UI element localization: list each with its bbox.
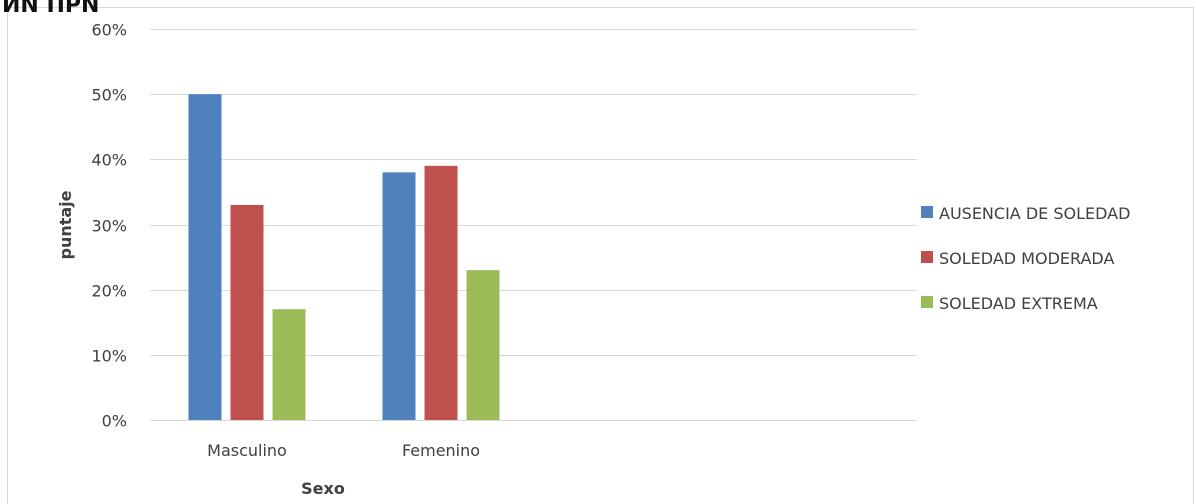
y-axis-title: puntaje <box>56 190 75 259</box>
legend-label: SOLEDAD EXTREMA <box>939 294 1098 313</box>
y-tick-label: 30% <box>91 217 127 236</box>
bar <box>382 172 416 420</box>
y-tick-label: 50% <box>91 86 127 105</box>
legend-label: AUSENCIA DE SOLEDAD <box>939 204 1130 223</box>
bars <box>188 94 500 421</box>
y-tick-label: 0% <box>102 412 127 431</box>
legend-swatch <box>921 206 933 218</box>
bar <box>230 204 264 420</box>
x-axis-category-labels: Masculino Femenino <box>207 441 480 460</box>
x-category-label: Femenino <box>402 441 480 460</box>
bar <box>424 165 458 420</box>
bar <box>272 309 306 420</box>
top-left-text-fragment: ИN ПРN <box>2 0 99 18</box>
y-tick-label: 40% <box>91 151 127 170</box>
legend-label: SOLEDAD MODERADA <box>939 249 1114 268</box>
x-category-label: Masculino <box>207 441 287 460</box>
bar <box>466 270 500 420</box>
legend: AUSENCIA DE SOLEDAD SOLEDAD MODERADA SOLED… <box>921 204 1130 313</box>
legend-swatch <box>921 251 933 263</box>
legend-swatch <box>921 296 933 308</box>
y-tick-label: 10% <box>91 347 127 366</box>
y-axis-tick-labels: 0% 10% 20% 30% 40% 50% 60% <box>91 21 127 431</box>
x-axis-title: Sexo <box>301 479 345 498</box>
bar <box>188 94 222 421</box>
y-tick-label: 20% <box>91 282 127 301</box>
y-tick-label: 60% <box>91 21 127 40</box>
